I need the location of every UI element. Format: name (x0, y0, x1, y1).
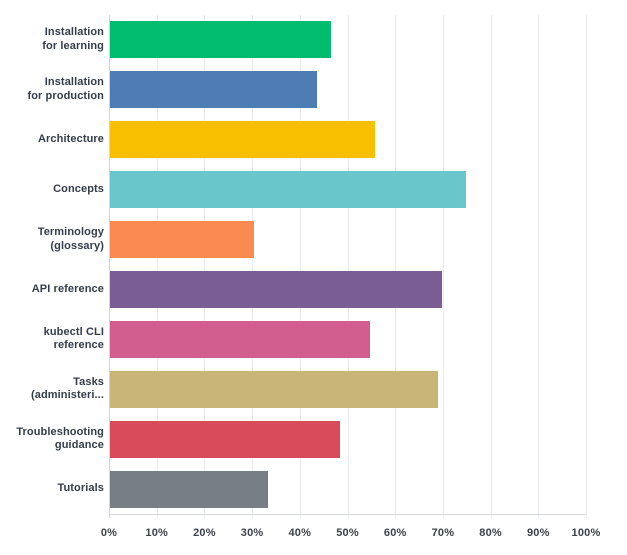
category-label-line: for production (27, 89, 104, 102)
category-label-terminology-glossary: Terminology (glossary) (0, 215, 104, 265)
x-tick-label-20pct: 20% (193, 527, 216, 539)
category-labels-column: Installation for learning Installation for … (0, 15, 104, 514)
x-tick-label-60pct: 60% (383, 527, 407, 539)
category-label-line: (administeri... (30, 389, 104, 402)
gridline-40% (299, 15, 301, 518)
gridline-80% (490, 15, 492, 518)
category-label-line: Tutorials (57, 482, 104, 495)
x-axis-tick-labels: 0% 10% 20% 30% 40% 50% 60% 70% 80% 90% 100% (101, 527, 600, 547)
category-label-line: guidance (54, 439, 104, 452)
x-tick-label-70pct: 70% (431, 527, 455, 539)
category-label-kubectl-cli-reference: kubectl CLI reference (0, 314, 104, 364)
x-tick-label-90pct: 90% (526, 527, 550, 539)
gridline-60% (395, 15, 397, 518)
category-label-line: for learning (42, 39, 104, 52)
x-tick-label-80pct: 80% (479, 527, 502, 539)
gridline-30% (252, 15, 254, 518)
bar-tasks-administeri (110, 370, 438, 408)
bar-installation-for-learning (110, 21, 331, 59)
category-label-installation-for-production: Installation for production (0, 65, 104, 115)
gridline-20% (204, 15, 206, 518)
bar-terminology-glossary (110, 221, 255, 259)
plot-area (109, 15, 587, 518)
category-label-installation-for-learning: Installation for learning (0, 15, 104, 65)
gridline-90% (538, 15, 540, 518)
category-label-line: Tasks (73, 375, 104, 388)
x-tick-label-40pct: 40% (288, 527, 312, 539)
category-label-line: Installation (44, 76, 104, 89)
bar-installation-for-production (110, 71, 318, 109)
bar-kubectl-cli-reference (110, 320, 371, 358)
category-label-tutorials: Tutorials (0, 464, 104, 514)
category-label-line: Concepts (53, 182, 104, 195)
category-label-line: Terminology (37, 226, 104, 239)
category-label-architecture: Architecture (0, 115, 104, 165)
category-label-line: Installation (44, 26, 104, 39)
x-tick-label-50pct: 50% (336, 527, 359, 539)
gridline-50% (347, 15, 349, 518)
gridline-10% (156, 15, 158, 518)
category-label-line: Architecture (38, 132, 104, 145)
gridline-100% (586, 15, 587, 518)
bar-troubleshooting-guidance (110, 420, 341, 458)
category-label-line: reference (53, 339, 104, 352)
gridline-70% (442, 15, 444, 518)
gridline-0% (109, 15, 110, 518)
category-label-tasks-administeri: Tasks (administeri... (0, 364, 104, 414)
category-label-line: Troubleshooting (16, 425, 104, 438)
category-label-line: API reference (31, 282, 104, 295)
bar-concepts (110, 171, 467, 209)
x-tick-label-0pct: 0% (100, 527, 118, 539)
x-tick-label-30pct: 30% (240, 527, 264, 539)
x-tick-label-10pct: 10% (145, 527, 168, 539)
bar-tutorials (110, 470, 269, 508)
category-label-line: kubectl CLI (43, 325, 104, 338)
x-axis-line (109, 514, 586, 515)
x-tick-label-100pct: 100% (571, 527, 601, 539)
category-label-troubleshooting-guidance: Troubleshooting guidance (0, 414, 104, 464)
bar-architecture (110, 121, 376, 159)
category-label-line: (glossary) (50, 239, 104, 252)
bar-api-reference (110, 270, 443, 308)
category-label-concepts: Concepts (0, 165, 104, 215)
category-label-api-reference: API reference (0, 265, 104, 315)
